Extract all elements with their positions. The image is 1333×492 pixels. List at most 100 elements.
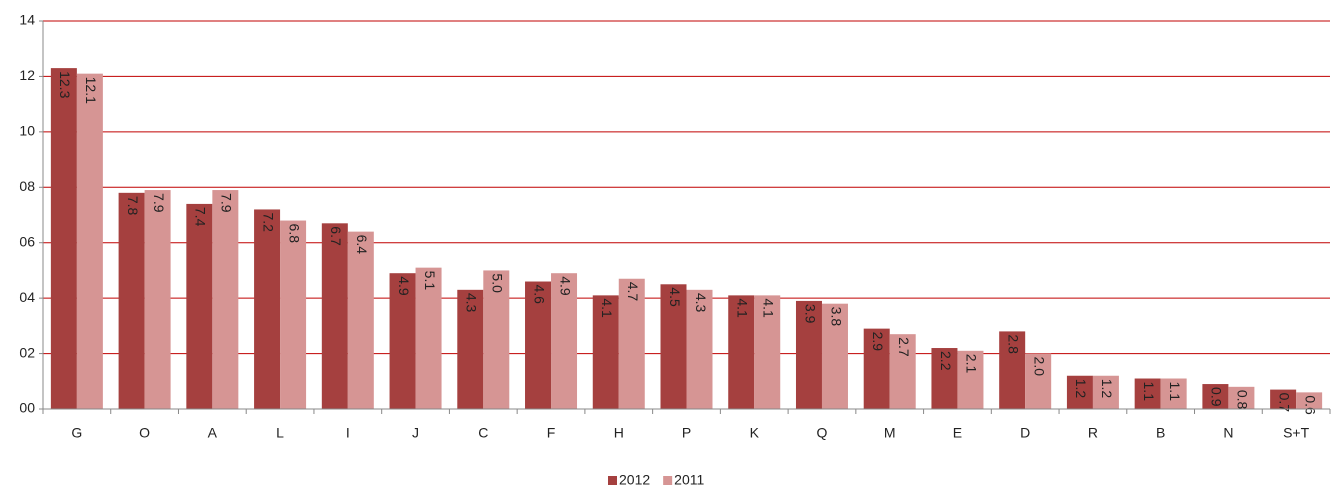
value-label: 4.5 xyxy=(667,287,683,307)
bar xyxy=(1202,384,1229,409)
x-tick-label: A xyxy=(208,425,218,441)
value-label: 4.3 xyxy=(464,293,480,313)
value-label: 7.2 xyxy=(260,212,276,232)
x-tick-label: P xyxy=(682,425,691,441)
value-label: 0.9 xyxy=(1209,387,1225,407)
bar xyxy=(389,273,416,409)
bar xyxy=(592,295,619,409)
bar xyxy=(1228,386,1255,409)
bar xyxy=(483,270,510,409)
bar xyxy=(321,223,348,409)
y-tick-label: 08 xyxy=(19,178,35,194)
value-label: 1.1 xyxy=(1167,382,1183,402)
x-tick-label: B xyxy=(1156,425,1165,441)
bar xyxy=(618,278,645,409)
value-label: 2.1 xyxy=(964,354,980,374)
bar xyxy=(1270,389,1297,409)
x-tick-label: E xyxy=(953,425,962,441)
value-label: 4.1 xyxy=(761,298,777,318)
x-tick-label: F xyxy=(547,425,556,441)
bar xyxy=(1066,375,1093,409)
value-label: 5.1 xyxy=(422,271,438,291)
value-label: 7.8 xyxy=(125,196,141,216)
bar xyxy=(1025,353,1052,409)
value-label: 6.7 xyxy=(328,226,344,246)
value-label: 6.4 xyxy=(354,235,370,255)
bar xyxy=(754,295,781,409)
bar xyxy=(1296,392,1323,409)
bar xyxy=(280,220,307,409)
value-label: 4.1 xyxy=(735,298,751,318)
x-tick-label: L xyxy=(276,425,284,441)
value-label: 1.2 xyxy=(1073,379,1089,399)
value-label: 6.8 xyxy=(286,224,302,244)
x-tick-label: O xyxy=(139,425,150,441)
value-label: 12.3 xyxy=(57,71,73,98)
bar xyxy=(50,68,77,409)
bar xyxy=(795,300,822,409)
bar xyxy=(118,192,145,409)
value-label: 4.3 xyxy=(693,293,709,313)
legend-swatch xyxy=(663,476,673,485)
value-label: 7.9 xyxy=(219,193,235,213)
bar xyxy=(457,289,484,409)
bar xyxy=(551,273,578,409)
value-label: 12.1 xyxy=(83,77,99,104)
y-tick-label: 06 xyxy=(19,233,35,249)
value-label: 3.8 xyxy=(828,307,844,327)
value-label: 4.6 xyxy=(531,285,547,305)
bar xyxy=(525,281,552,409)
value-label: 1.2 xyxy=(1099,379,1115,399)
y-tick-label: 10 xyxy=(19,123,35,139)
value-label: 5.0 xyxy=(490,273,506,293)
bar xyxy=(660,284,687,409)
value-label: 3.9 xyxy=(802,304,818,324)
y-tick-label: 12 xyxy=(19,67,35,83)
legend-label: 2011 xyxy=(674,472,704,488)
value-label: 4.9 xyxy=(396,276,412,296)
x-tick-label: H xyxy=(614,425,624,441)
value-label: 4.9 xyxy=(557,276,573,296)
legend-label: 2012 xyxy=(619,472,650,488)
x-tick-label: C xyxy=(478,425,488,441)
bar xyxy=(1134,378,1161,409)
x-tick-label: Q xyxy=(817,425,828,441)
bar xyxy=(686,289,713,409)
bar xyxy=(889,334,916,409)
x-tick-label: S+T xyxy=(1283,425,1310,441)
x-tick-label: D xyxy=(1020,425,1030,441)
value-label: 0.7 xyxy=(1276,393,1292,413)
bar xyxy=(1092,375,1119,409)
y-tick-label: 00 xyxy=(19,400,35,416)
bar xyxy=(212,190,239,409)
bar xyxy=(863,328,890,409)
value-label: 1.1 xyxy=(1141,382,1157,402)
y-tick-label: 14 xyxy=(19,12,35,28)
bar xyxy=(254,209,281,409)
value-label: 2.0 xyxy=(1031,357,1047,377)
bar xyxy=(728,295,755,409)
x-tick-label: I xyxy=(346,425,350,441)
value-label: 2.7 xyxy=(896,337,912,357)
bar xyxy=(347,231,374,409)
bar xyxy=(999,331,1026,409)
value-label: 4.1 xyxy=(599,298,615,318)
value-label: 0.8 xyxy=(1235,390,1251,410)
legend-swatch xyxy=(608,476,617,485)
value-label: 7.4 xyxy=(193,207,209,227)
bar xyxy=(144,190,171,409)
bar xyxy=(931,348,958,409)
value-label: 4.7 xyxy=(625,282,641,302)
value-label: 7.9 xyxy=(151,193,167,213)
bar xyxy=(821,303,848,409)
y-tick-label: 02 xyxy=(19,344,35,360)
x-tick-label: N xyxy=(1223,425,1233,441)
x-tick-label: G xyxy=(71,425,82,441)
value-label: 2.9 xyxy=(870,332,886,352)
x-tick-label: K xyxy=(750,425,760,441)
bar xyxy=(415,267,442,409)
bar xyxy=(1160,378,1187,409)
value-label: 0.6 xyxy=(1302,395,1318,415)
bar xyxy=(76,73,103,410)
